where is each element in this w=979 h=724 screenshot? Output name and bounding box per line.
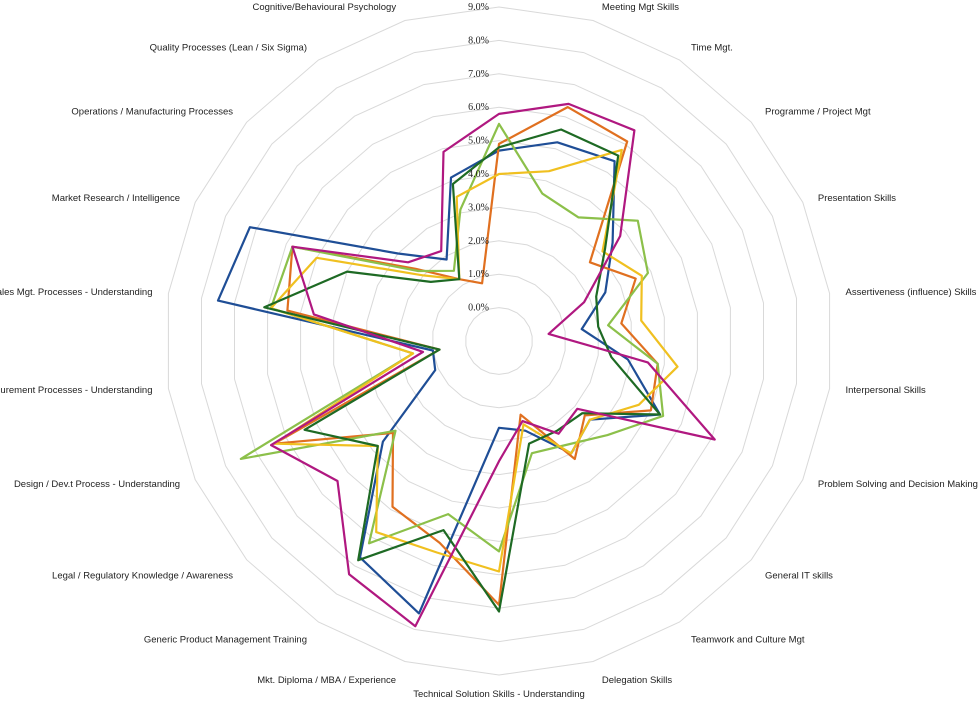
tick-label: 7.0% <box>468 69 489 80</box>
axis-label: Procurement Processes - Understanding <box>0 385 153 396</box>
series-line-1 <box>216 141 662 615</box>
tick-label: 9.0% <box>468 2 489 13</box>
grid-ring <box>333 173 665 509</box>
tick-label: 6.0% <box>468 102 489 113</box>
tick-label: 2.0% <box>468 236 489 247</box>
tick-label: 8.0% <box>468 35 489 46</box>
axis-label: Programme / Project Mgt <box>765 107 871 118</box>
tick-label-layer: 0.0% 1.0% 2.0% 3.0% 4.0% 5.0% 6.0% 7.0% 8.0% 9.0% <box>468 2 489 314</box>
axis-label: Cognitive/Behavioural Psychology <box>252 2 396 13</box>
axis-label: Design / Dev.t Process - Understanding <box>14 479 180 490</box>
grid-ring <box>366 206 632 476</box>
axis-label: Quality Processes (Lean / Six Sigma) <box>150 43 307 54</box>
axis-label: Sales Mgt. Processes - Understanding <box>0 287 153 298</box>
grid-ring <box>201 39 797 643</box>
series-line-6 <box>270 102 716 628</box>
axis-label: Interpersonal Skills <box>846 385 927 396</box>
tick-label: 0.0% <box>468 303 489 314</box>
axis-label: Problem Solving and Decision Making <box>818 479 978 490</box>
grid-ring <box>465 307 533 375</box>
axis-label: Mkt. Diploma / MBA / Experience <box>257 675 396 686</box>
grid-ring <box>432 273 566 409</box>
series-line-4 <box>269 148 679 573</box>
axis-label-layer: Management ScienceMeeting Mgt SkillsTime… <box>0 2 978 700</box>
tick-label: 4.0% <box>468 169 489 180</box>
grid-ring <box>167 6 831 676</box>
axis-label: General IT skills <box>765 570 833 581</box>
tick-label: 3.0% <box>468 202 489 213</box>
axis-label: Market Research / Intelligence <box>52 193 180 204</box>
series-line-2 <box>273 105 659 607</box>
grid-ring <box>399 240 599 442</box>
series-line-5 <box>263 128 662 613</box>
axis-label: Technical Solution Skills - Understandin… <box>413 689 585 700</box>
axis-label: Assertiveness (influence) Skills <box>846 287 977 298</box>
series-line-3 <box>239 122 665 553</box>
axis-label: Operations / Manufacturing Processes <box>71 107 233 118</box>
axis-label: Presentation Skills <box>818 193 896 204</box>
axis-label: Delegation Skills <box>602 675 672 686</box>
grid-layer <box>167 6 831 676</box>
axis-label: Teamwork and Culture Mgt <box>691 634 805 645</box>
tick-label: 1.0% <box>468 269 489 280</box>
grid-ring <box>267 106 731 576</box>
grid-ring <box>234 73 764 609</box>
axis-label: Meeting Mgt Skills <box>602 2 679 13</box>
axis-label: Time Mgt. <box>691 43 733 54</box>
axis-label: Generic Product Management Training <box>144 634 307 645</box>
series-layer <box>216 102 716 628</box>
axis-label: Legal / Regulatory Knowledge / Awareness <box>52 570 233 581</box>
tick-label: 5.0% <box>468 136 489 147</box>
